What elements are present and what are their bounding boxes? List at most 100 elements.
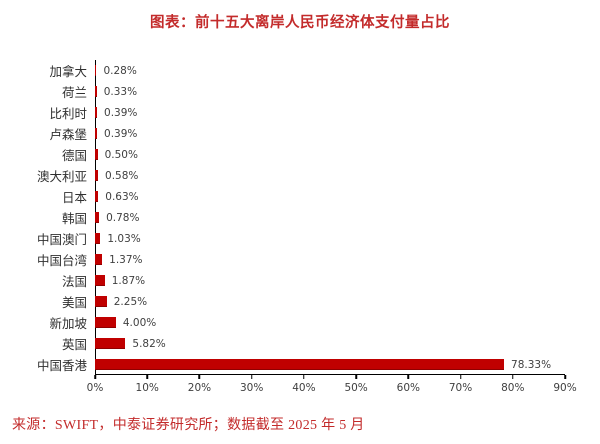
bar-zone: 0.39%	[95, 102, 565, 123]
value-label: 0.33%	[103, 85, 138, 98]
category-label: 韩国	[61, 212, 87, 226]
x-axis-tick	[146, 375, 148, 379]
bar-row: 荷兰 0.33%	[0, 81, 600, 102]
bar-row: 美国 2.25%	[0, 291, 600, 312]
value-label: 0.50%	[104, 148, 138, 161]
value-label: 0.58%	[105, 169, 139, 182]
value-label: 1.87%	[111, 274, 146, 287]
x-axis-tick	[198, 375, 201, 379]
value-label: 2.25%	[113, 295, 148, 308]
x-axis-tick-label: 20%	[187, 382, 212, 394]
category-label: 日本	[61, 191, 87, 205]
x-axis: 0% 10% 20% 30% 40% 50% 60% 70% 80% 90%	[87, 375, 577, 400]
value-label: 4.00%	[122, 316, 157, 329]
category-label: 卢森堡	[49, 128, 87, 142]
value-label: 1.37%	[109, 253, 143, 266]
category-label: 中国台湾	[36, 254, 87, 268]
category-label: 加拿大	[49, 65, 87, 79]
bar-row: 新加坡 4.00%	[0, 312, 600, 333]
bar	[95, 148, 98, 161]
value-label: 0.63%	[105, 190, 139, 203]
x-axis-tick-label: 70%	[448, 382, 473, 394]
value-label: 0.28%	[103, 64, 137, 77]
category-label: 新加坡	[49, 317, 87, 331]
bar-row: 中国香港 78.33%	[0, 354, 600, 375]
value-label: 1.03%	[107, 232, 141, 245]
bar	[95, 232, 101, 245]
value-label: 5.82%	[132, 337, 166, 350]
bar-row: 中国澳门 1.03%	[0, 228, 600, 249]
bar-row: 韩国 0.78%	[0, 207, 600, 228]
x-axis-tick-label: 30%	[239, 382, 264, 394]
x-axis-tick	[303, 375, 305, 379]
bar-row: 日本 0.63%	[0, 186, 600, 207]
bar-zone: 4.00%	[95, 312, 565, 333]
bar	[95, 211, 100, 224]
bar	[95, 337, 126, 350]
bar	[95, 316, 116, 329]
bar-zone: 0.78%	[95, 207, 565, 228]
x-axis-tick-label: 60%	[396, 382, 420, 394]
bar	[95, 358, 505, 371]
value-label: 0.78%	[106, 211, 140, 224]
x-axis-tick-label: 10%	[135, 382, 159, 394]
bar-row: 中国台湾 1.37%	[0, 249, 600, 270]
bar-row: 卢森堡 0.39%	[0, 123, 600, 144]
category-label: 中国澳门	[36, 233, 87, 247]
bar-zone: 1.87%	[95, 270, 565, 291]
x-axis-tick-label: 0%	[86, 382, 104, 394]
x-axis-tick-label: 90%	[553, 382, 577, 394]
bar-zone: 78.33%	[95, 354, 565, 375]
x-axis-tick	[355, 375, 357, 379]
bar-row: 加拿大 0.28%	[0, 60, 600, 81]
x-axis-tick	[512, 375, 514, 379]
source-note: 来源：SWIFT，中泰证券研究所；数据截至 2025 年 5 月	[12, 418, 365, 433]
bar-zone: 0.58%	[95, 165, 565, 186]
category-label: 德国	[61, 149, 87, 163]
bar-zone: 0.63%	[95, 186, 565, 207]
value-label: 0.39%	[104, 106, 138, 119]
x-axis-tick-label: 40%	[292, 382, 316, 394]
x-axis-tick-label: 80%	[501, 382, 525, 394]
category-label: 法国	[61, 275, 87, 289]
bar	[95, 295, 107, 308]
x-axis-tick	[459, 375, 462, 379]
bar	[95, 64, 97, 77]
bar-rows: 加拿大 0.28% 荷兰 0.33% 比利时 0.39% 卢森堡 0.39% 德国 0.50% 澳大…	[0, 60, 600, 375]
bar	[95, 169, 99, 182]
category-label: 美国	[61, 296, 87, 310]
bar-zone: 0.50%	[95, 144, 565, 165]
bar-zone: 1.37%	[95, 249, 565, 270]
category-label: 比利时	[49, 107, 87, 121]
bar-zone: 5.82%	[95, 333, 565, 354]
bar	[95, 190, 99, 203]
bar	[95, 253, 103, 266]
bar-zone: 1.03%	[95, 228, 565, 249]
value-label: 78.33%	[511, 358, 552, 371]
bar-chart: 加拿大 0.28% 荷兰 0.33% 比利时 0.39% 卢森堡 0.39% 德国 0.50% 澳大…	[0, 60, 600, 400]
chart-title: 图表：前十五大离岸人民币经济体支付量占比	[150, 15, 450, 31]
bar-row: 德国 0.50%	[0, 144, 600, 165]
x-axis-tick	[250, 375, 253, 379]
x-axis-tick	[407, 375, 410, 379]
x-axis-tick	[94, 375, 96, 379]
bar-zone: 0.28%	[95, 60, 565, 81]
x-axis-tick-label: 50%	[344, 382, 368, 394]
bar-zone: 0.33%	[95, 81, 565, 102]
bar-zone: 2.25%	[95, 291, 565, 312]
category-label: 澳大利亚	[36, 170, 87, 184]
bar	[95, 274, 105, 287]
bar	[95, 106, 98, 119]
bar-zone: 0.39%	[95, 123, 565, 144]
value-label: 0.39%	[104, 127, 138, 140]
bar	[95, 127, 98, 140]
x-axis-tick	[564, 375, 566, 379]
category-label: 荷兰	[61, 86, 87, 100]
category-label: 中国香港	[36, 359, 87, 373]
bar-row: 英国 5.82%	[0, 333, 600, 354]
category-label: 英国	[61, 338, 87, 352]
bar-row: 比利时 0.39%	[0, 102, 600, 123]
bar	[95, 85, 97, 98]
bar-row: 法国 1.87%	[0, 270, 600, 291]
bar-row: 澳大利亚 0.58%	[0, 165, 600, 186]
